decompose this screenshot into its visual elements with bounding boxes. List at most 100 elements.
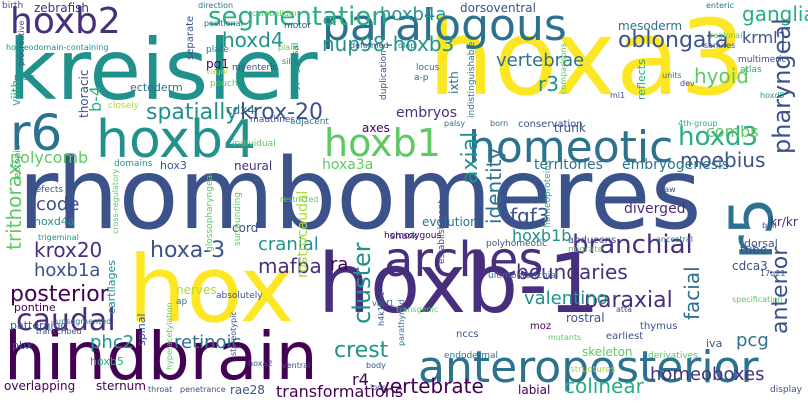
word-zebrafish: zebrafish [34, 1, 90, 15]
word-cdx4: cdx4 [226, 103, 255, 117]
word-overlapping: overlapping [4, 379, 76, 393]
word-colinear: colinear [564, 374, 644, 398]
word-cerebellum: cerebellum [252, 9, 297, 18]
word-penetrance: penetrance [180, 385, 226, 394]
word-posterior: posterior [10, 282, 109, 307]
word-4th-group: 4th-group [678, 119, 718, 128]
word-facial: facial [680, 266, 704, 320]
word-rae28: rae28 [230, 383, 265, 397]
word-krox-20: krox-20 [240, 100, 324, 125]
word-palsy: palsy [444, 119, 466, 128]
word-enteric: enteric [706, 1, 734, 10]
word-throat: throat [148, 385, 173, 394]
word-hoxd4: hoxd4 [222, 28, 284, 52]
word-atta: atta [616, 305, 633, 314]
word-reflects: reflects [635, 59, 648, 100]
word-pbx: pbx [12, 339, 33, 352]
word-thoracic: thoracic [77, 69, 91, 118]
word-procreative: procreative [17, 20, 26, 66]
word-ra: ra [330, 254, 349, 275]
word-mesoderm: mesoderm [618, 19, 683, 33]
word-dev: dev [680, 79, 695, 88]
word-polycomb: polycomb [10, 148, 89, 167]
word-hyperacetylation: hyperacetylation [165, 302, 174, 370]
word-abducens: abducens [568, 235, 617, 246]
word-jaw: jaw [662, 185, 676, 194]
word-hoxb5: hoxb5 [90, 355, 124, 368]
word-meis: meis [14, 73, 36, 83]
word-mutants: mutants [548, 333, 582, 342]
word-h4k16ac: h4k16ac [377, 291, 386, 326]
word-r6: r6 [10, 104, 63, 162]
word-diverged: diverged [624, 201, 686, 217]
word-cartilages: cartilages [105, 260, 118, 314]
word-motor: motor [284, 21, 312, 31]
word-individual: individual [232, 139, 276, 149]
word-conservation: conservation [518, 119, 583, 130]
word-transformations: transformations [276, 382, 404, 401]
word-dorsal: dorsal [744, 237, 778, 250]
word-krox20: krox20 [34, 238, 103, 262]
word-shark: shark [390, 231, 418, 242]
word-sternum: sternum [96, 379, 146, 393]
word-ventral: ventral [282, 361, 311, 370]
word-tube: tube [740, 243, 768, 257]
word-boundaries: boundaries [516, 260, 628, 284]
word-pharyngeal: pharyngeal [768, 18, 796, 154]
word-defects: defects [30, 185, 64, 195]
word-endodermal: endodermal [444, 351, 499, 361]
word-myenteric: myenteric [232, 63, 278, 73]
word-plans: plans [278, 43, 300, 52]
word-nerves: nerves [176, 283, 217, 297]
word-hoxa2: hoxa2 [248, 359, 273, 368]
word-paraxial: paraxial [584, 288, 673, 313]
word-pontine: pontine [14, 301, 56, 314]
word-glossopharyngeal: glossopharyngeal [205, 172, 215, 252]
word-hoxb4: hoxb4 [96, 110, 257, 170]
word-locs: locs [370, 383, 386, 392]
word-ultimobranchial: ultimobranchial [488, 271, 559, 281]
word-direction: direction [198, 1, 234, 10]
word-nup98-hoxb3: nup98-hoxb3 [322, 32, 455, 56]
word-embryogenesis: embryogenesis [622, 157, 730, 173]
word-rostral: rostral [566, 311, 605, 325]
word-thymus: thymus [640, 321, 678, 332]
word-restricted: restricted [280, 195, 319, 204]
word-axes: axes [362, 121, 390, 135]
word-cdca3: cdca3 [732, 259, 768, 273]
word-evolution: evolution [422, 215, 478, 229]
word-identity: identity [482, 147, 506, 224]
word-homeoproteins: homeoproteins [543, 160, 553, 228]
word-vagal: vagal [206, 67, 228, 76]
word-ectoderm: ectoderm [130, 81, 183, 94]
word-trigeminal: trigeminal [38, 233, 79, 242]
word-dlop: dlop [398, 41, 416, 50]
word-cluster: cluster [348, 242, 376, 324]
word-pcg: pcg [736, 330, 769, 351]
word-hox: hox [128, 236, 295, 343]
word-stereotypic: stereotypic [229, 311, 238, 356]
word-spinal: spinal [135, 313, 148, 346]
word-structures: structures [570, 365, 616, 375]
word-ml1: ml1 [610, 91, 626, 100]
word-homeodomain-containing: homeodomain-containing [6, 43, 109, 52]
word-derivatives: derivatives [648, 351, 698, 361]
word-transgenic: transgenic [396, 305, 439, 314]
word-units: units [662, 71, 682, 80]
word-hoxa-3: hoxa-3 [150, 238, 226, 263]
word-17q21: 17q21 [760, 269, 786, 278]
word-hoxb-1: hoxb-1 [318, 237, 600, 332]
word-hoxb2: hoxb2 [10, 1, 121, 42]
word-hox3: hox3 [160, 159, 187, 172]
word-viith: viith [9, 79, 23, 106]
word-indistinguishable: indistinguishable [467, 41, 477, 118]
word-moz: moz [530, 321, 552, 332]
word-trunk: trunk [554, 121, 586, 135]
word-anterior: anterior [768, 246, 793, 334]
word-parathyroid: parathyroid [397, 299, 406, 346]
word-atlas: atlas [740, 65, 762, 75]
word-migrate: migrate [568, 245, 604, 255]
word-fgf3: fgf3 [510, 204, 550, 228]
word-locus: locus [416, 63, 440, 73]
word-birth: birth [2, 1, 24, 11]
